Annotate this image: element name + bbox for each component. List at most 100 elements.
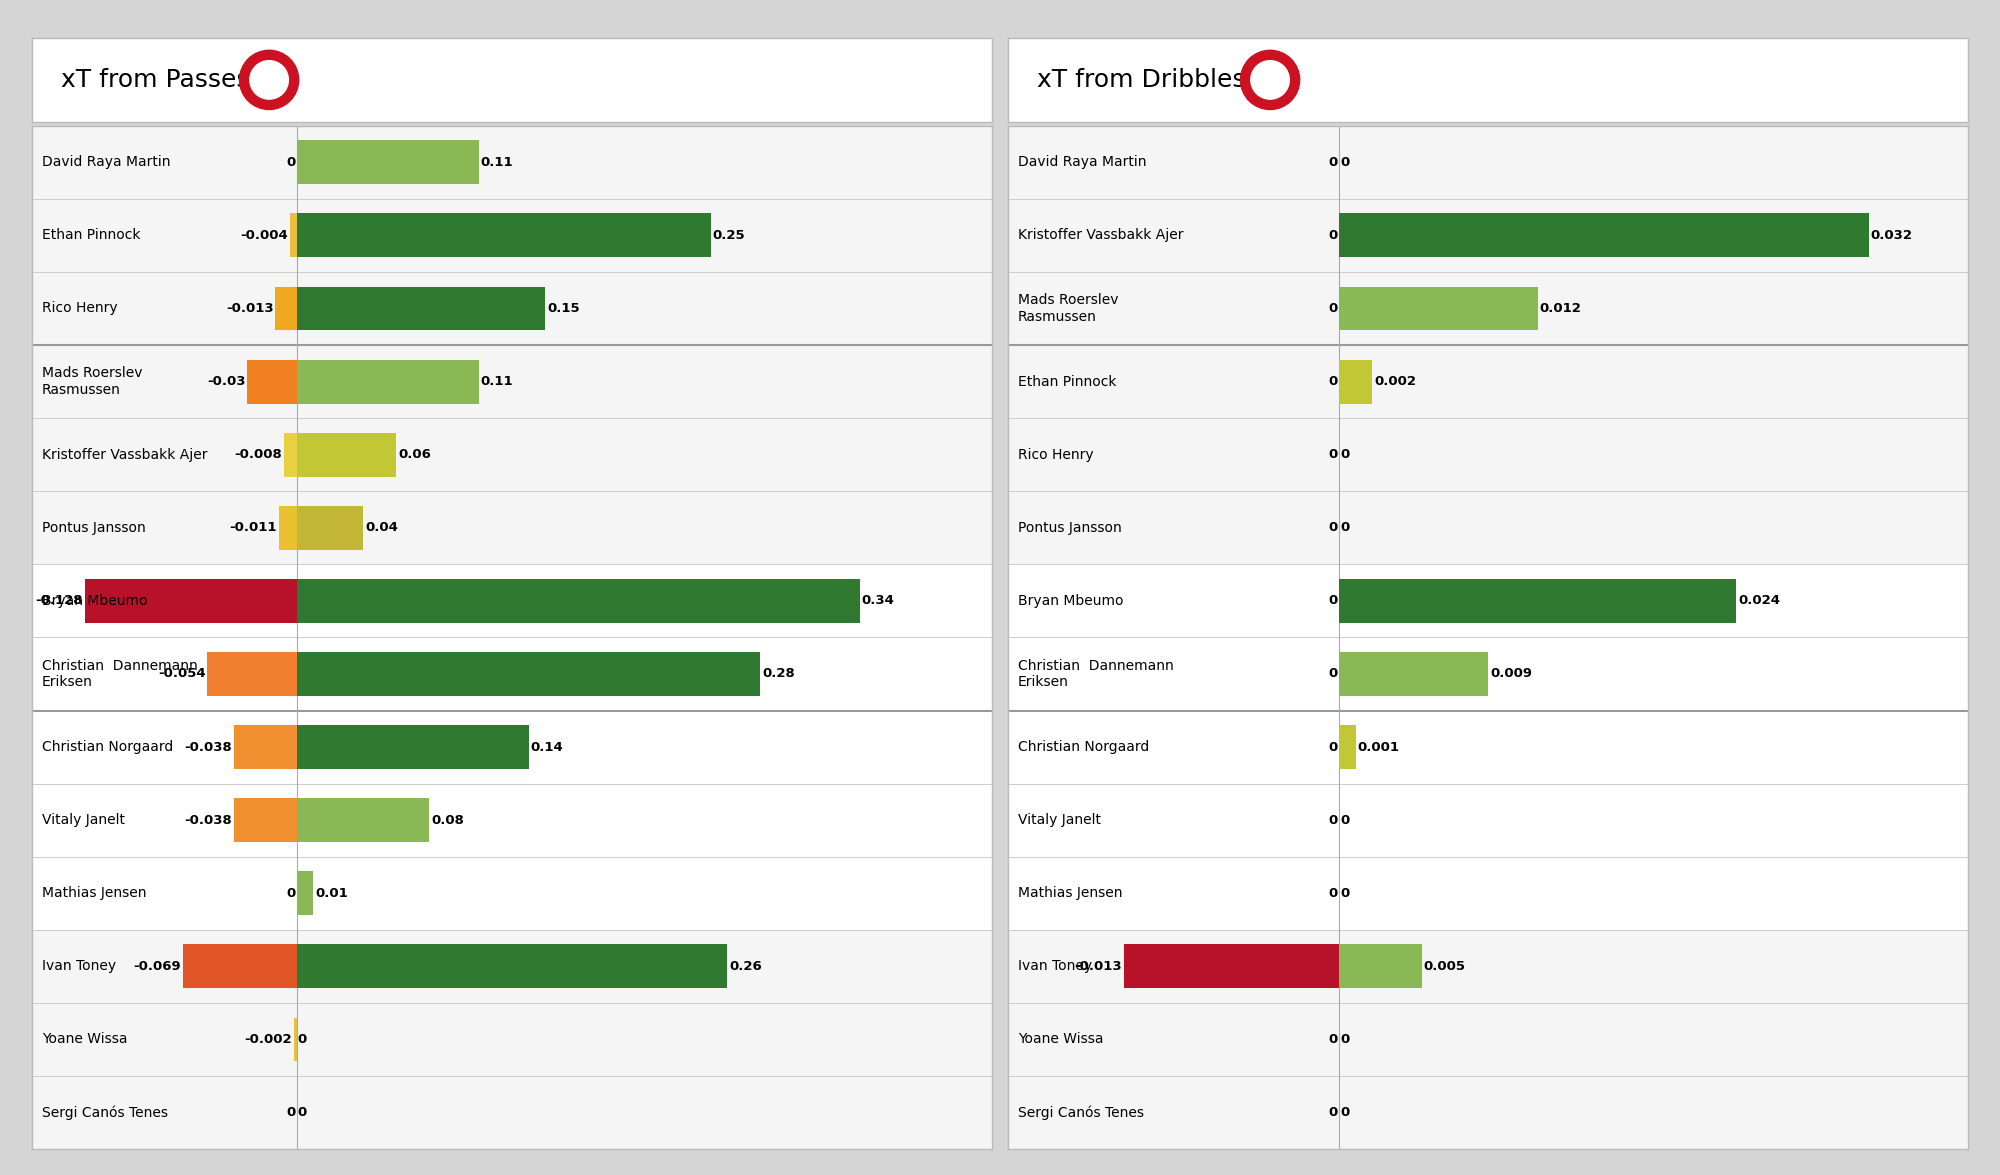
Text: 0: 0	[1328, 740, 1338, 753]
Text: Vitaly Janelt: Vitaly Janelt	[1018, 813, 1100, 827]
Text: 0: 0	[1328, 156, 1338, 169]
Text: Sergi Canós Tenes: Sergi Canós Tenes	[42, 1106, 168, 1120]
Text: 0: 0	[1328, 375, 1338, 388]
Text: 0: 0	[1328, 667, 1338, 680]
Text: -0.128: -0.128	[36, 595, 84, 607]
Bar	[1008, 929, 1968, 1149]
Text: 0: 0	[1328, 814, 1338, 827]
Bar	[1340, 214, 1868, 257]
Bar	[294, 1018, 296, 1061]
Text: 0.04: 0.04	[364, 522, 398, 535]
Text: David Raya Martin: David Raya Martin	[1018, 155, 1146, 169]
Text: 0: 0	[298, 1106, 308, 1119]
Text: Pontus Jansson: Pontus Jansson	[1018, 521, 1122, 535]
Text: Kristoffer Vassbakk Ajer: Kristoffer Vassbakk Ajer	[1018, 228, 1184, 242]
Text: 0: 0	[1340, 1106, 1350, 1119]
Bar	[1124, 945, 1340, 988]
Text: 0: 0	[1328, 522, 1338, 535]
Bar	[182, 945, 296, 988]
Text: -0.013: -0.013	[226, 302, 274, 315]
Text: 0: 0	[1340, 448, 1350, 461]
Text: -0.008: -0.008	[234, 448, 282, 461]
Text: Ethan Pinnock: Ethan Pinnock	[42, 228, 140, 242]
Text: Ivan Toney: Ivan Toney	[42, 960, 116, 973]
Bar	[1340, 945, 1422, 988]
Text: 0: 0	[1328, 1106, 1338, 1119]
Bar	[296, 287, 546, 330]
Text: 0: 0	[286, 887, 296, 900]
Bar	[1008, 126, 1968, 564]
Text: 0: 0	[1328, 595, 1338, 607]
Text: 0: 0	[1328, 229, 1338, 242]
Text: 0: 0	[1328, 448, 1338, 461]
Bar	[296, 725, 528, 768]
Text: 0.14: 0.14	[530, 740, 564, 753]
Text: 0: 0	[298, 1033, 308, 1046]
Text: Ivan Toney: Ivan Toney	[1018, 960, 1092, 973]
Bar	[296, 140, 478, 184]
Bar	[296, 652, 760, 696]
Text: 0.28: 0.28	[762, 667, 794, 680]
Text: Christian  Dannemann
Eriksen: Christian Dannemann Eriksen	[1018, 659, 1174, 689]
Bar	[32, 564, 992, 929]
Text: Vitaly Janelt: Vitaly Janelt	[42, 813, 124, 827]
Bar	[296, 798, 430, 842]
Text: 0: 0	[1340, 156, 1350, 169]
Text: -0.03: -0.03	[206, 375, 246, 388]
Text: 0.08: 0.08	[432, 814, 464, 827]
Text: 0: 0	[1340, 814, 1350, 827]
Text: 0: 0	[1328, 1033, 1338, 1046]
Text: Pontus Jansson: Pontus Jansson	[42, 521, 146, 535]
Bar	[284, 432, 296, 477]
Text: Mathias Jensen: Mathias Jensen	[1018, 886, 1122, 900]
Bar	[296, 579, 860, 623]
Text: -0.069: -0.069	[134, 960, 180, 973]
Bar	[296, 214, 710, 257]
Text: 0: 0	[1340, 887, 1350, 900]
Bar	[84, 579, 296, 623]
Text: 0.002: 0.002	[1374, 375, 1416, 388]
Text: 0.024: 0.024	[1738, 595, 1780, 607]
Text: 0.009: 0.009	[1490, 667, 1532, 680]
Ellipse shape	[1250, 61, 1290, 99]
Bar	[1340, 360, 1372, 403]
Text: Kristoffer Vassbakk Ajer: Kristoffer Vassbakk Ajer	[42, 448, 208, 462]
Bar	[296, 360, 478, 403]
Text: Mads Roerslev
Rasmussen: Mads Roerslev Rasmussen	[42, 367, 142, 397]
Text: Bryan Mbeumo: Bryan Mbeumo	[1018, 593, 1124, 607]
Ellipse shape	[250, 61, 288, 99]
Text: Rico Henry: Rico Henry	[1018, 448, 1094, 462]
Bar	[234, 725, 296, 768]
Text: 0: 0	[1328, 302, 1338, 315]
Text: 0.25: 0.25	[712, 229, 746, 242]
Ellipse shape	[240, 51, 298, 109]
Bar	[296, 432, 396, 477]
Text: 0.005: 0.005	[1424, 960, 1466, 973]
Text: 0.012: 0.012	[1540, 302, 1582, 315]
Text: 0.06: 0.06	[398, 448, 430, 461]
Text: -0.011: -0.011	[230, 522, 276, 535]
Text: 0: 0	[1340, 1033, 1350, 1046]
Text: 0.11: 0.11	[480, 156, 514, 169]
Text: -0.004: -0.004	[240, 229, 288, 242]
Bar	[290, 214, 296, 257]
Ellipse shape	[1240, 51, 1300, 109]
Text: 0: 0	[286, 1106, 296, 1119]
Bar	[248, 360, 296, 403]
Text: Mathias Jensen: Mathias Jensen	[42, 886, 146, 900]
Text: Mads Roerslev
Rasmussen: Mads Roerslev Rasmussen	[1018, 294, 1118, 323]
Text: 0.01: 0.01	[316, 887, 348, 900]
Text: 0: 0	[1328, 887, 1338, 900]
Bar	[32, 929, 992, 1149]
Text: -0.002: -0.002	[244, 1033, 292, 1046]
Text: Christian Norgaard: Christian Norgaard	[1018, 740, 1148, 754]
Bar	[1340, 579, 1736, 623]
Text: 0.032: 0.032	[1870, 229, 1912, 242]
Text: Sergi Canós Tenes: Sergi Canós Tenes	[1018, 1106, 1144, 1120]
Text: -0.013: -0.013	[1074, 960, 1122, 973]
Bar	[1340, 287, 1538, 330]
Bar	[278, 506, 296, 550]
Bar	[1340, 725, 1356, 768]
Text: David Raya Martin: David Raya Martin	[42, 155, 170, 169]
Text: 0.15: 0.15	[548, 302, 580, 315]
